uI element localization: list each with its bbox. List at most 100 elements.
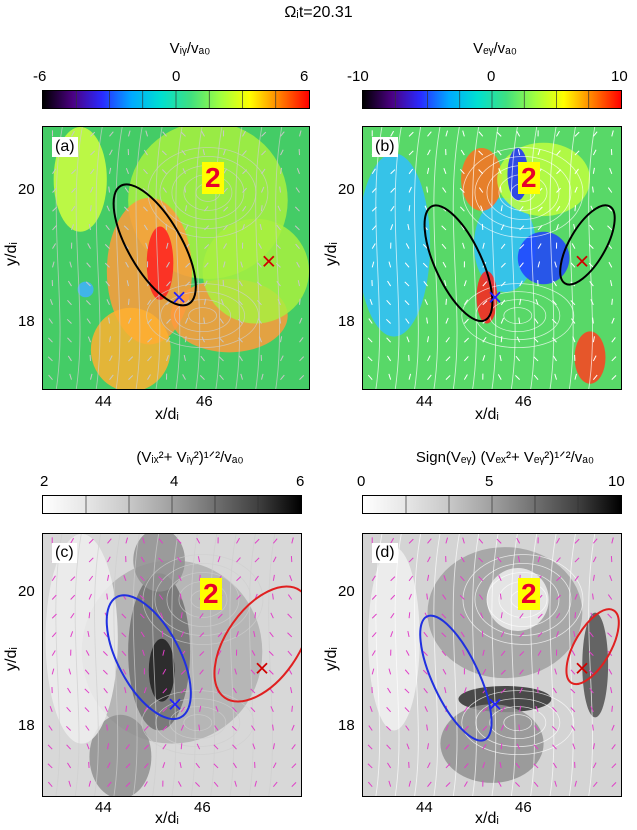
velocity-arrow (217, 632, 223, 638)
velocity-arrow (223, 149, 226, 156)
velocity-arrow (299, 317, 303, 324)
velocity-arrow (463, 318, 469, 324)
flux-contour (503, 307, 533, 325)
velocity-arrow (163, 205, 167, 212)
xtick-a-46: 46 (196, 393, 213, 410)
velocity-arrow (125, 724, 129, 731)
velocity-arrow (204, 244, 210, 249)
velocity-arrow (500, 243, 506, 249)
velocity-arrow (219, 374, 224, 380)
velocity-arrow (90, 373, 93, 380)
velocity-arrow (70, 576, 76, 582)
flux-contour (169, 706, 227, 740)
velocity-arrow (280, 355, 284, 362)
streamline (394, 534, 402, 796)
velocity-arrow (162, 743, 167, 750)
velocity-arrow (423, 631, 428, 638)
velocity-arrow (588, 262, 594, 268)
flux-contour (160, 291, 246, 341)
velocity-arrow (407, 630, 410, 638)
velocity-arrow (240, 261, 243, 268)
velocity-arrow (87, 336, 91, 343)
velocity-arrow (423, 688, 428, 694)
velocity-arrow (103, 631, 108, 638)
streamline (588, 127, 596, 389)
velocity-arrow (462, 649, 465, 656)
velocity-arrow (592, 317, 594, 324)
velocity-arrow (234, 780, 237, 787)
flux-contour (141, 690, 255, 756)
velocity-arrow (556, 576, 562, 582)
velocity-arrow (124, 187, 129, 193)
velocity-arrow (180, 688, 186, 694)
red-x-marker (256, 662, 268, 674)
velocity-arrow (280, 149, 284, 156)
velocity-arrow (280, 374, 285, 380)
velocity-arrow (178, 575, 182, 581)
velocity-arrow (125, 763, 131, 769)
velocity-arrow (482, 281, 488, 287)
colorbar-tick-a-min: -6 (33, 68, 47, 85)
velocity-arrow (107, 556, 111, 563)
velocity-arrow (444, 687, 447, 694)
velocity-arrow (463, 687, 467, 694)
ylabel-c: y/dᵢ (3, 647, 20, 671)
velocity-arrow (386, 337, 392, 343)
velocity-arrow (158, 538, 164, 544)
velocity-arrow (88, 557, 94, 563)
velocity-arrow (106, 205, 110, 212)
velocity-arrow (519, 705, 522, 712)
velocity-arrow (445, 337, 450, 343)
velocity-arrow (143, 206, 148, 212)
blue-x-marker (489, 291, 501, 303)
velocity-arrow (464, 337, 470, 343)
velocity-arrow (404, 707, 410, 713)
velocity-arrow (371, 650, 376, 656)
velocity-arrow (213, 781, 219, 787)
velocity-arrow (238, 300, 243, 306)
velocity-arrow (533, 744, 539, 750)
velocity-arrow (570, 669, 576, 675)
colorbar-tick-b-min: -10 (347, 68, 369, 85)
velocity-arrow (427, 355, 431, 362)
velocity-arrow (280, 167, 283, 174)
velocity-arrow (427, 556, 431, 563)
streamline (255, 127, 263, 389)
xlabel-a: x/dᵢ (155, 406, 179, 423)
velocity-arrow (203, 317, 205, 324)
velocity-arrow (427, 743, 430, 750)
velocity-arrow (272, 593, 274, 600)
velocity-arrow (145, 242, 148, 249)
velocity-arrow (161, 150, 167, 156)
colorbar-label-a: Vᵢᵧ/vₐ₀ (169, 40, 211, 57)
velocity-arrow (519, 651, 525, 656)
velocity-arrow (48, 374, 53, 380)
velocity-arrow (204, 280, 208, 287)
velocity-arrow (607, 187, 613, 193)
velocity-arrow (109, 355, 113, 362)
streamline (229, 534, 237, 796)
velocity-arrow (405, 725, 410, 731)
velocity-arrow (276, 224, 281, 231)
velocity-arrow (462, 537, 465, 544)
velocity-arrow (534, 725, 539, 731)
velocity-arrow (291, 537, 294, 544)
velocity-arrow (109, 131, 114, 137)
velocity-arrow (367, 337, 373, 343)
velocity-arrow (253, 630, 256, 638)
velocity-arrow (47, 744, 53, 750)
velocity-arrow (277, 299, 281, 305)
velocity-arrow (592, 336, 595, 343)
velocity-arrow (592, 167, 595, 174)
velocity-arrow (500, 631, 505, 638)
velocity-arrow (408, 205, 411, 212)
velocity-arrow (367, 374, 373, 380)
velocity-arrow (70, 612, 75, 619)
velocity-arrow (390, 224, 394, 231)
velocity-arrow (459, 613, 465, 619)
velocity-arrow (223, 187, 228, 193)
flux-contour (166, 572, 240, 627)
velocity-arrow (158, 557, 164, 563)
velocity-arrow (426, 317, 428, 324)
velocity-arrow (254, 575, 259, 582)
